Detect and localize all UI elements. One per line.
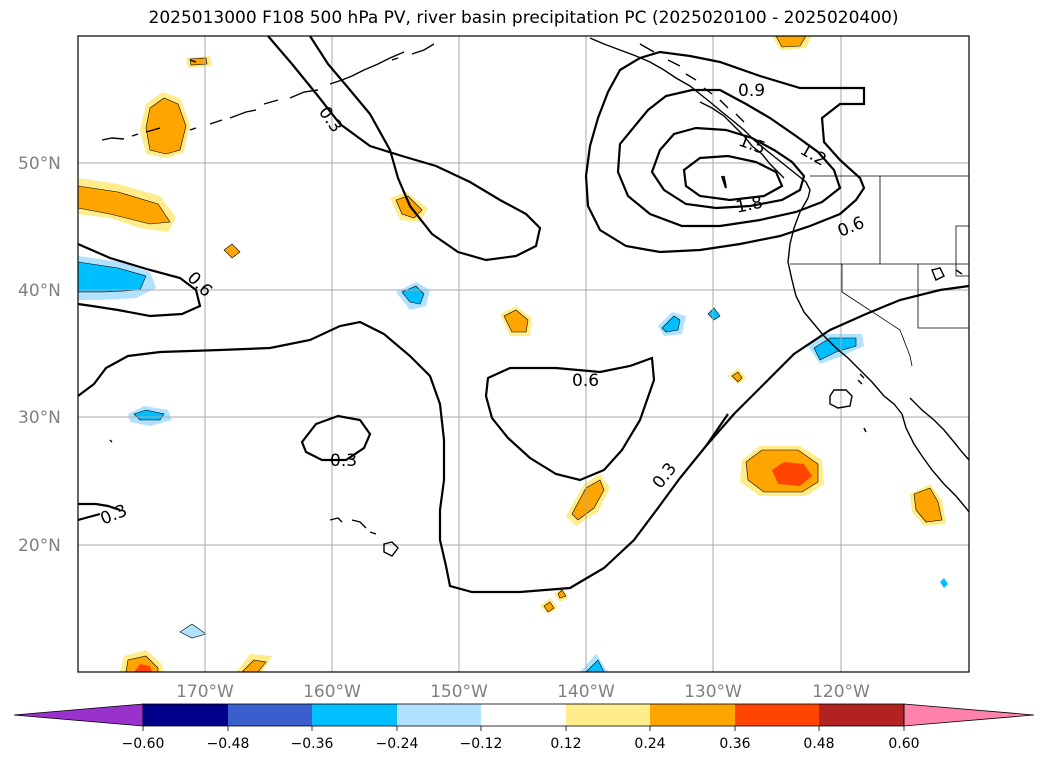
colorbar-max-extend [903, 703, 1035, 727]
colorbar-tick-label: 0.60 [888, 736, 919, 752]
colorbar-tick-label: 0.36 [719, 736, 750, 752]
contour-label: 0.6 [572, 371, 599, 391]
longitude-label: 140°W [557, 682, 615, 702]
colorbar-segment [481, 704, 566, 726]
latitude-label: 30°N [18, 408, 61, 428]
colorbar-segment [566, 704, 650, 726]
colorbar-segment [397, 704, 481, 726]
pv-contours [78, 36, 969, 594]
plot-area: 0.3 0.6 0.9 1.2 1.5 1.8 0.6 0.6 0.3 0.3 … [78, 36, 969, 672]
latitude-labels: 50°N 40°N 30°N 20°N [18, 154, 61, 556]
longitude-label: 130°W [684, 682, 742, 702]
gridlines [78, 36, 969, 672]
colorbar-tick-label: −0.24 [376, 736, 419, 752]
longitude-labels: 170°W 160°W 150°W 140°W 130°W 120°W [176, 682, 870, 702]
colorbar-segment [228, 704, 312, 726]
precip-shading [78, 36, 948, 672]
latitude-label: 50°N [18, 154, 61, 174]
colorbar-segment [143, 704, 228, 726]
colorbar-tick-label: 0.24 [634, 736, 665, 752]
coastlines [101, 37, 969, 557]
longitude-label: 160°W [303, 682, 361, 702]
colorbar-tick-label: −0.48 [207, 736, 250, 752]
contour-label: 0.3 [330, 451, 357, 471]
colorbar-tick-label: −0.60 [122, 736, 165, 752]
longitude-label: 150°W [430, 682, 488, 702]
longitude-label: 120°W [812, 682, 870, 702]
colorbar-segment [650, 704, 735, 726]
colorbar-segment [735, 704, 819, 726]
longitude-label: 170°W [176, 682, 234, 702]
map-frame [77, 35, 970, 673]
colorbar-tick-label: −0.12 [460, 736, 503, 752]
colorbar-min-extend [13, 703, 144, 727]
colorbar-tick-label: 0.48 [803, 736, 834, 752]
colorbar-tick-label: −0.36 [291, 736, 334, 752]
latitude-label: 40°N [18, 281, 61, 301]
latitude-label: 20°N [18, 536, 61, 556]
contour-label: 0.9 [738, 81, 765, 101]
colorbar-segment [819, 704, 904, 726]
colorbar-tick-label: 0.12 [550, 736, 581, 752]
colorbar-segment [312, 704, 397, 726]
precip-high-region [772, 462, 812, 486]
map-title: 2025013000 F108 500 hPa PV, river basin … [148, 8, 899, 28]
colorbar: −0.60 −0.48 −0.36 −0.24 −0.12 0.12 0.24 … [13, 703, 1035, 752]
